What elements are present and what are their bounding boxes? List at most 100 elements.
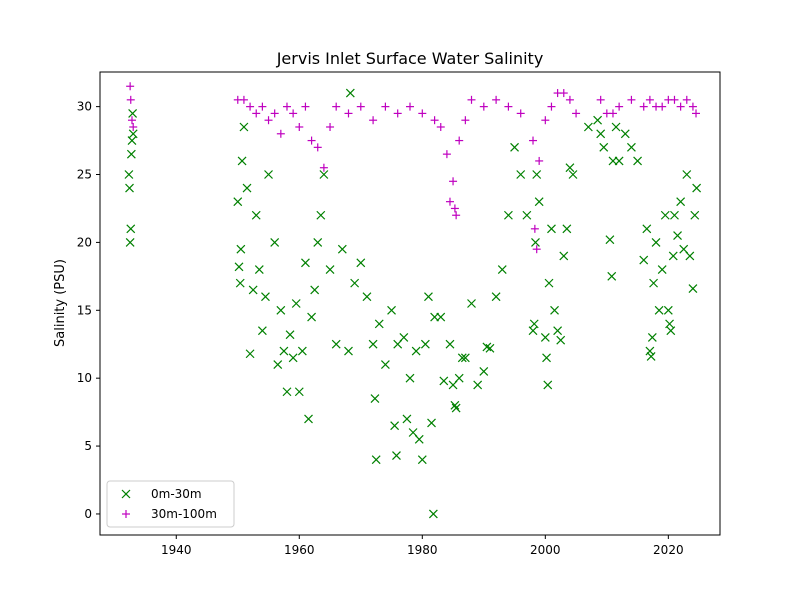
data-point <box>282 387 292 397</box>
data-point <box>605 235 615 245</box>
data-point <box>460 353 470 363</box>
data-point <box>235 278 245 288</box>
data-point <box>304 414 313 424</box>
data-point <box>688 102 697 111</box>
data-point <box>450 204 459 213</box>
data-point <box>562 224 572 234</box>
data-point <box>285 330 295 340</box>
data-point <box>273 360 283 370</box>
data-point <box>633 156 643 166</box>
data-point <box>264 170 273 179</box>
x-tick-label: 2020 <box>653 543 684 557</box>
data-point <box>491 292 501 302</box>
data-point <box>599 142 609 152</box>
data-point <box>270 237 280 247</box>
data-point <box>565 163 575 173</box>
legend-marker <box>122 510 130 518</box>
data-point <box>125 183 134 193</box>
data-point <box>251 210 261 220</box>
data-point <box>568 170 578 179</box>
data-point <box>313 143 322 152</box>
data-point <box>428 509 438 519</box>
legend-box <box>106 480 235 528</box>
data-point <box>682 170 692 179</box>
data-point <box>559 89 568 98</box>
data-point <box>627 142 636 152</box>
data-point <box>666 326 676 336</box>
data-point <box>611 122 621 132</box>
data-point <box>461 116 470 125</box>
data-point <box>417 455 427 465</box>
data-point <box>529 136 538 145</box>
data-point <box>651 237 661 247</box>
data-point <box>344 346 353 356</box>
data-point <box>479 366 489 376</box>
data-point <box>411 346 421 356</box>
data-point <box>344 109 353 118</box>
data-point <box>615 102 624 111</box>
series-1 <box>124 88 702 519</box>
data-point <box>393 109 402 118</box>
data-point <box>126 95 135 104</box>
data-point <box>252 109 261 118</box>
data-point <box>522 210 532 220</box>
data-point <box>325 265 335 274</box>
data-point <box>124 170 134 179</box>
data-point <box>337 244 347 254</box>
data-point <box>402 414 412 424</box>
data-point <box>547 102 556 111</box>
data-point <box>239 122 249 132</box>
data-point <box>356 258 366 268</box>
data-point <box>301 102 310 111</box>
data-point <box>690 210 700 220</box>
data-point <box>390 421 400 431</box>
data-point <box>319 163 328 172</box>
y-tick-label: 5 <box>84 439 92 453</box>
y-tick-label: 20 <box>77 235 92 249</box>
ticks-layer: 1940 1960 1980 2000 2020 0 5 10 15 20 25 30 <box>77 100 684 557</box>
data-point <box>614 156 624 166</box>
y-axis-label: Salinity (PSU) <box>53 259 68 347</box>
data-point <box>258 102 267 111</box>
data-point <box>370 394 380 403</box>
data-point <box>665 319 674 329</box>
data-point <box>492 95 501 104</box>
data-point <box>583 122 593 132</box>
data-point <box>127 116 136 125</box>
data-point <box>362 292 372 302</box>
data-point <box>657 265 667 274</box>
data-point <box>642 224 652 234</box>
data-point <box>692 183 702 193</box>
data-point <box>420 339 430 349</box>
data-point <box>516 170 526 179</box>
legend-marker <box>121 489 131 499</box>
data-point <box>531 237 540 247</box>
data-point <box>326 122 335 131</box>
data-point <box>654 305 664 315</box>
data-point <box>126 149 136 159</box>
x-tick-label: 1940 <box>161 543 192 557</box>
y-tick-label: 30 <box>77 100 92 114</box>
series-layer <box>124 82 702 519</box>
data-point <box>126 82 135 91</box>
data-point <box>503 210 513 220</box>
data-point <box>442 150 451 159</box>
data-point <box>279 346 289 356</box>
data-point <box>414 434 424 444</box>
series-2 <box>126 82 701 254</box>
data-point <box>392 451 401 460</box>
data-point <box>688 284 698 293</box>
data-point <box>436 312 446 322</box>
data-point <box>530 224 539 233</box>
plot-frame <box>99 71 721 536</box>
data-point <box>297 346 307 356</box>
data-point <box>264 116 273 125</box>
chart-title: Jervis Inlet Surface Water Salinity <box>276 49 544 68</box>
data-point <box>127 136 137 145</box>
data-point <box>455 136 464 145</box>
data-point <box>532 170 542 179</box>
data-point <box>307 312 317 322</box>
data-point <box>544 278 554 288</box>
data-point <box>658 102 667 111</box>
